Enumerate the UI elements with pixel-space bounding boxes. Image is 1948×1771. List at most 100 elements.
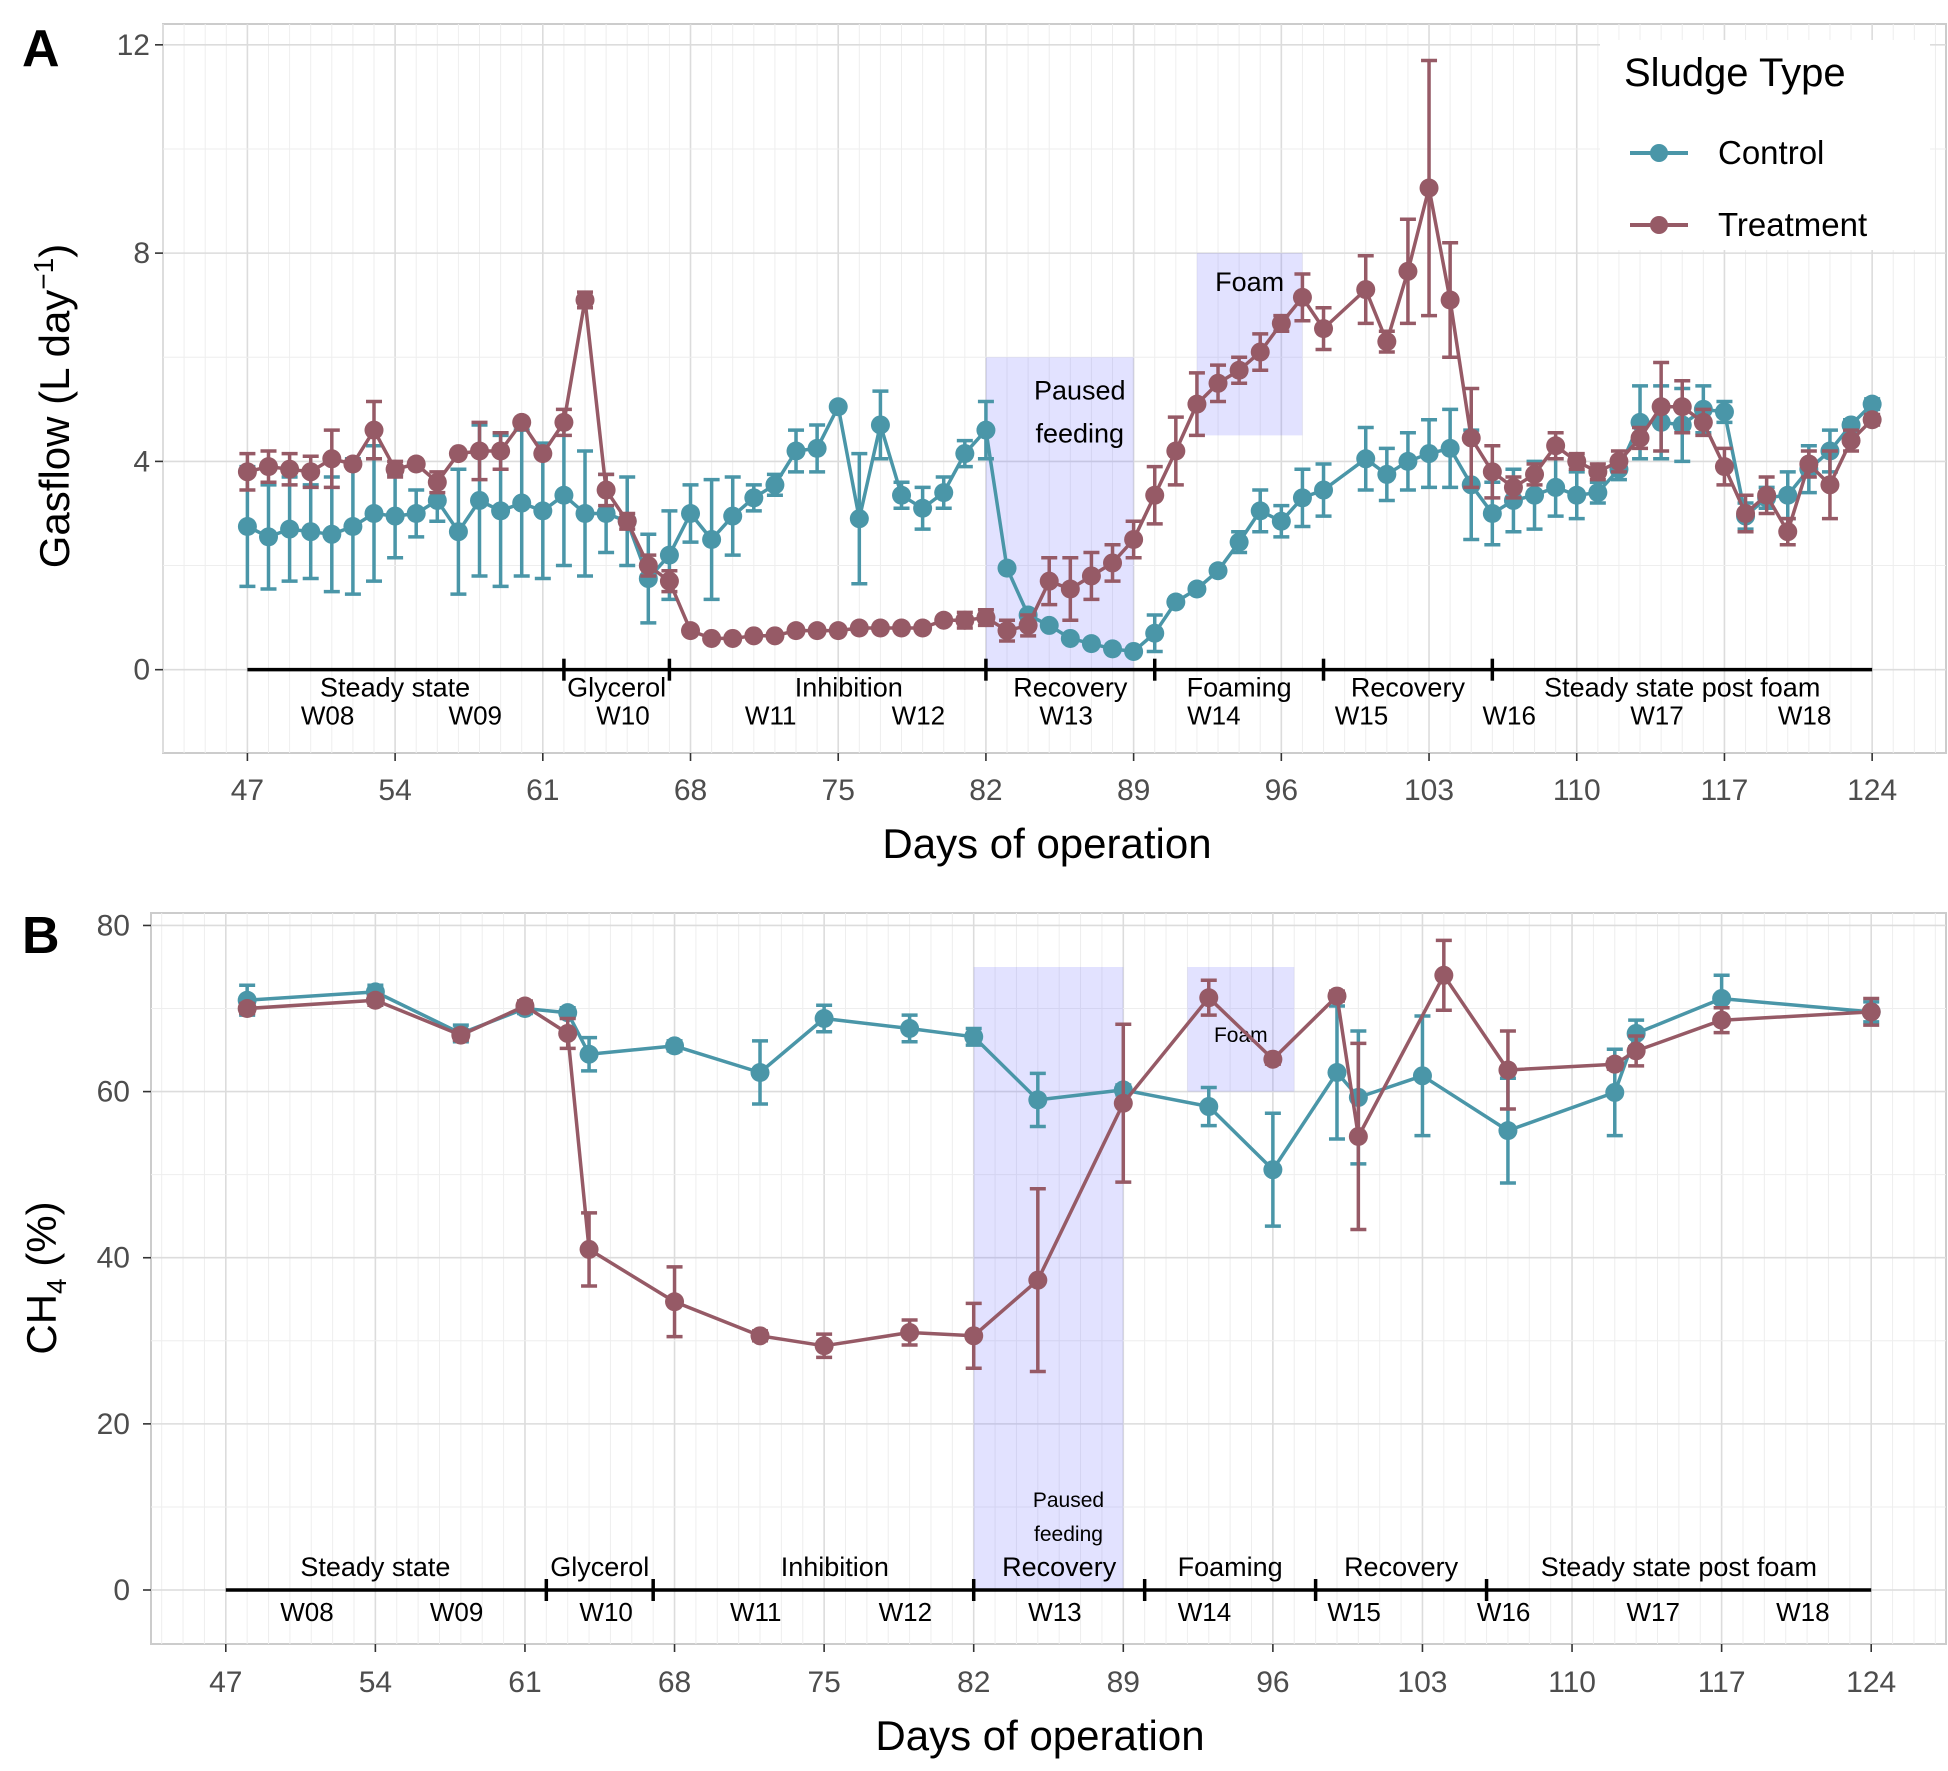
shaded-region-label: Paused (1034, 375, 1126, 405)
legend-treatment-marker (1650, 216, 1668, 234)
legend: Sludge Type Control Treatment (1600, 40, 1930, 250)
week-label: W12 (879, 1597, 932, 1627)
data-point (579, 1044, 599, 1064)
data-point (491, 441, 511, 461)
data-point (1166, 441, 1186, 461)
phase-label: Inhibition (781, 1552, 889, 1582)
data-point (964, 1027, 984, 1047)
data-point (1398, 261, 1418, 281)
data-point (596, 480, 616, 500)
data-point (786, 441, 806, 461)
legend-treatment-label: Treatment (1718, 206, 1867, 243)
data-point (638, 569, 658, 589)
shaded-region-label: feeding (1035, 418, 1124, 448)
data-point (964, 1326, 984, 1346)
data-point (702, 628, 722, 648)
data-point (512, 493, 532, 513)
data-point (1166, 592, 1186, 612)
shaded-region (1196, 253, 1303, 436)
data-point (343, 516, 363, 536)
x-tick-label: 82 (957, 1666, 990, 1699)
data-point (280, 519, 300, 539)
data-point (1862, 410, 1882, 430)
data-point (1060, 628, 1080, 648)
data-point (1356, 280, 1376, 300)
data-point (1736, 503, 1756, 523)
y-tick-label: 0 (133, 654, 150, 687)
shaded-region-label: feeding (1034, 1523, 1103, 1546)
y-tick-labels-b: 0 20 40 60 80 (97, 909, 151, 1607)
week-label: W17 (1630, 701, 1683, 731)
data-point (1693, 412, 1713, 432)
week-label: W18 (1778, 701, 1831, 731)
data-point (723, 506, 743, 526)
week-label: W08 (301, 701, 354, 731)
x-tick-label: 96 (1265, 774, 1298, 807)
data-point (448, 444, 468, 464)
x-tick-label: 47 (209, 1666, 242, 1699)
y-axis-title-a: Gasflow (L day−1) (28, 244, 78, 569)
data-point (1314, 480, 1334, 500)
data-point (934, 610, 954, 630)
week-label: W15 (1327, 1597, 1380, 1627)
data-point (934, 483, 954, 503)
data-point (1605, 1082, 1625, 1102)
phase-annotations-a: Steady state Glycerol Inhibition Recovery Fo… (247, 658, 1873, 731)
shaded-region (973, 966, 1124, 1591)
data-point (1412, 1066, 1432, 1086)
data-point (702, 530, 722, 550)
data-point (427, 490, 447, 510)
data-point (1187, 394, 1207, 414)
data-point (681, 503, 701, 523)
x-tick-label: 89 (1117, 774, 1150, 807)
data-point (1250, 501, 1270, 521)
data-point (1060, 579, 1080, 599)
x-tick-label: 103 (1397, 1666, 1447, 1699)
data-point (301, 462, 321, 482)
x-tick-label: 124 (1846, 1666, 1896, 1699)
week-label: W12 (892, 701, 945, 731)
data-point (681, 621, 701, 641)
data-point (665, 1036, 685, 1056)
data-point (665, 1292, 685, 1312)
data-point (1263, 1160, 1283, 1180)
data-point (1605, 1054, 1625, 1074)
y-axis-title-b-sub: 4 (41, 1278, 72, 1294)
phase-annotations-b: Steady state Glycerol Inhibition Recovery Fo… (225, 1552, 1872, 1627)
week-label: W16 (1482, 701, 1535, 731)
x-tick-labels-a: 47 54 61 68 75 82 89 96 103 110 117 124 (231, 753, 1897, 807)
data-point (1672, 397, 1692, 417)
x-tick-label: 54 (359, 1666, 392, 1699)
phase-label: Recovery (1013, 673, 1128, 703)
data-point (1398, 451, 1418, 471)
data-point (1292, 287, 1312, 307)
y-tick-label: 8 (133, 237, 150, 270)
data-point (1525, 464, 1545, 484)
x-tick-label: 89 (1107, 1666, 1140, 1699)
data-point (1567, 485, 1587, 505)
data-point (1039, 571, 1059, 591)
data-point (1861, 1002, 1881, 1022)
phase-label: Steady state (320, 673, 470, 703)
data-point (1081, 634, 1101, 654)
data-point (1498, 1060, 1518, 1080)
phase-label: Steady state post foam (1544, 673, 1820, 703)
y-axis-title-b-main: CH (18, 1294, 65, 1355)
data-point (515, 996, 535, 1016)
data-point (1327, 1062, 1347, 1082)
week-label: W14 (1178, 1597, 1231, 1627)
y-tick-label: 20 (97, 1408, 130, 1441)
data-point (1028, 1270, 1048, 1290)
data-point (1229, 532, 1249, 552)
data-point (1712, 989, 1732, 1009)
data-point (913, 498, 933, 518)
data-point (814, 1008, 834, 1028)
data-point (1440, 290, 1460, 310)
x-tick-label: 61 (526, 774, 559, 807)
week-label: W13 (1028, 1597, 1081, 1627)
data-point (1498, 1121, 1518, 1141)
data-point (870, 618, 890, 638)
data-point (385, 459, 405, 479)
